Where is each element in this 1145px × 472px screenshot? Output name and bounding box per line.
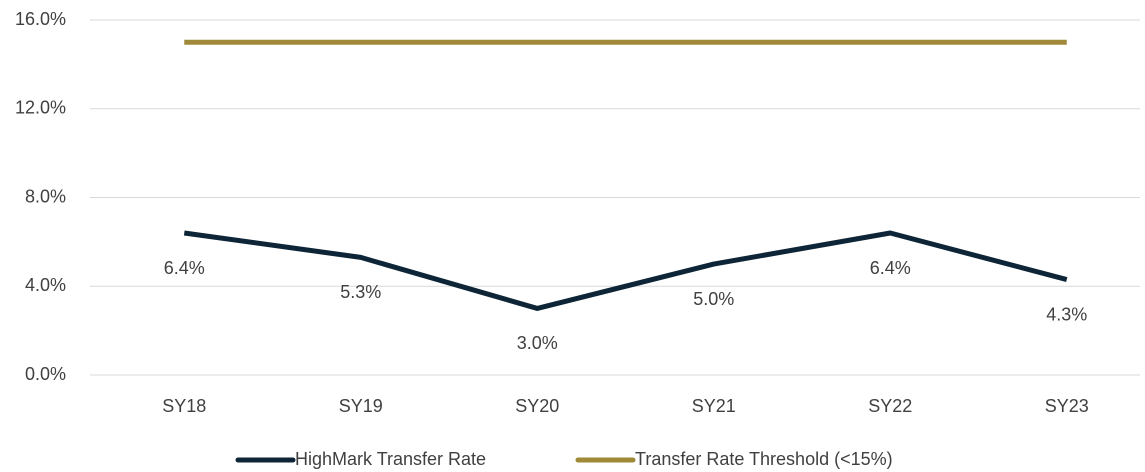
x-tick-label: SY19 <box>339 396 383 416</box>
data-label: 5.3% <box>340 282 381 302</box>
data-label: 3.0% <box>517 333 558 353</box>
data-label: 4.3% <box>1046 304 1087 324</box>
y-tick-label: 4.0% <box>25 275 66 295</box>
y-tick-label: 0.0% <box>25 364 66 384</box>
x-tick-label: SY21 <box>692 396 736 416</box>
data-label: 6.4% <box>870 258 911 278</box>
x-tick-label: SY23 <box>1045 396 1089 416</box>
x-tick-label: SY18 <box>162 396 206 416</box>
legend-label: HighMark Transfer Rate <box>295 449 486 469</box>
legend-label: Transfer Rate Threshold (<15%) <box>635 449 893 469</box>
data-label: 5.0% <box>693 289 734 309</box>
y-tick-label: 8.0% <box>25 186 66 206</box>
y-tick-label: 16.0% <box>15 9 66 29</box>
y-tick-label: 12.0% <box>15 98 66 118</box>
x-tick-label: SY20 <box>515 396 559 416</box>
x-tick-label: SY22 <box>868 396 912 416</box>
series-line <box>183 230 1068 311</box>
data-label: 6.4% <box>164 258 205 278</box>
